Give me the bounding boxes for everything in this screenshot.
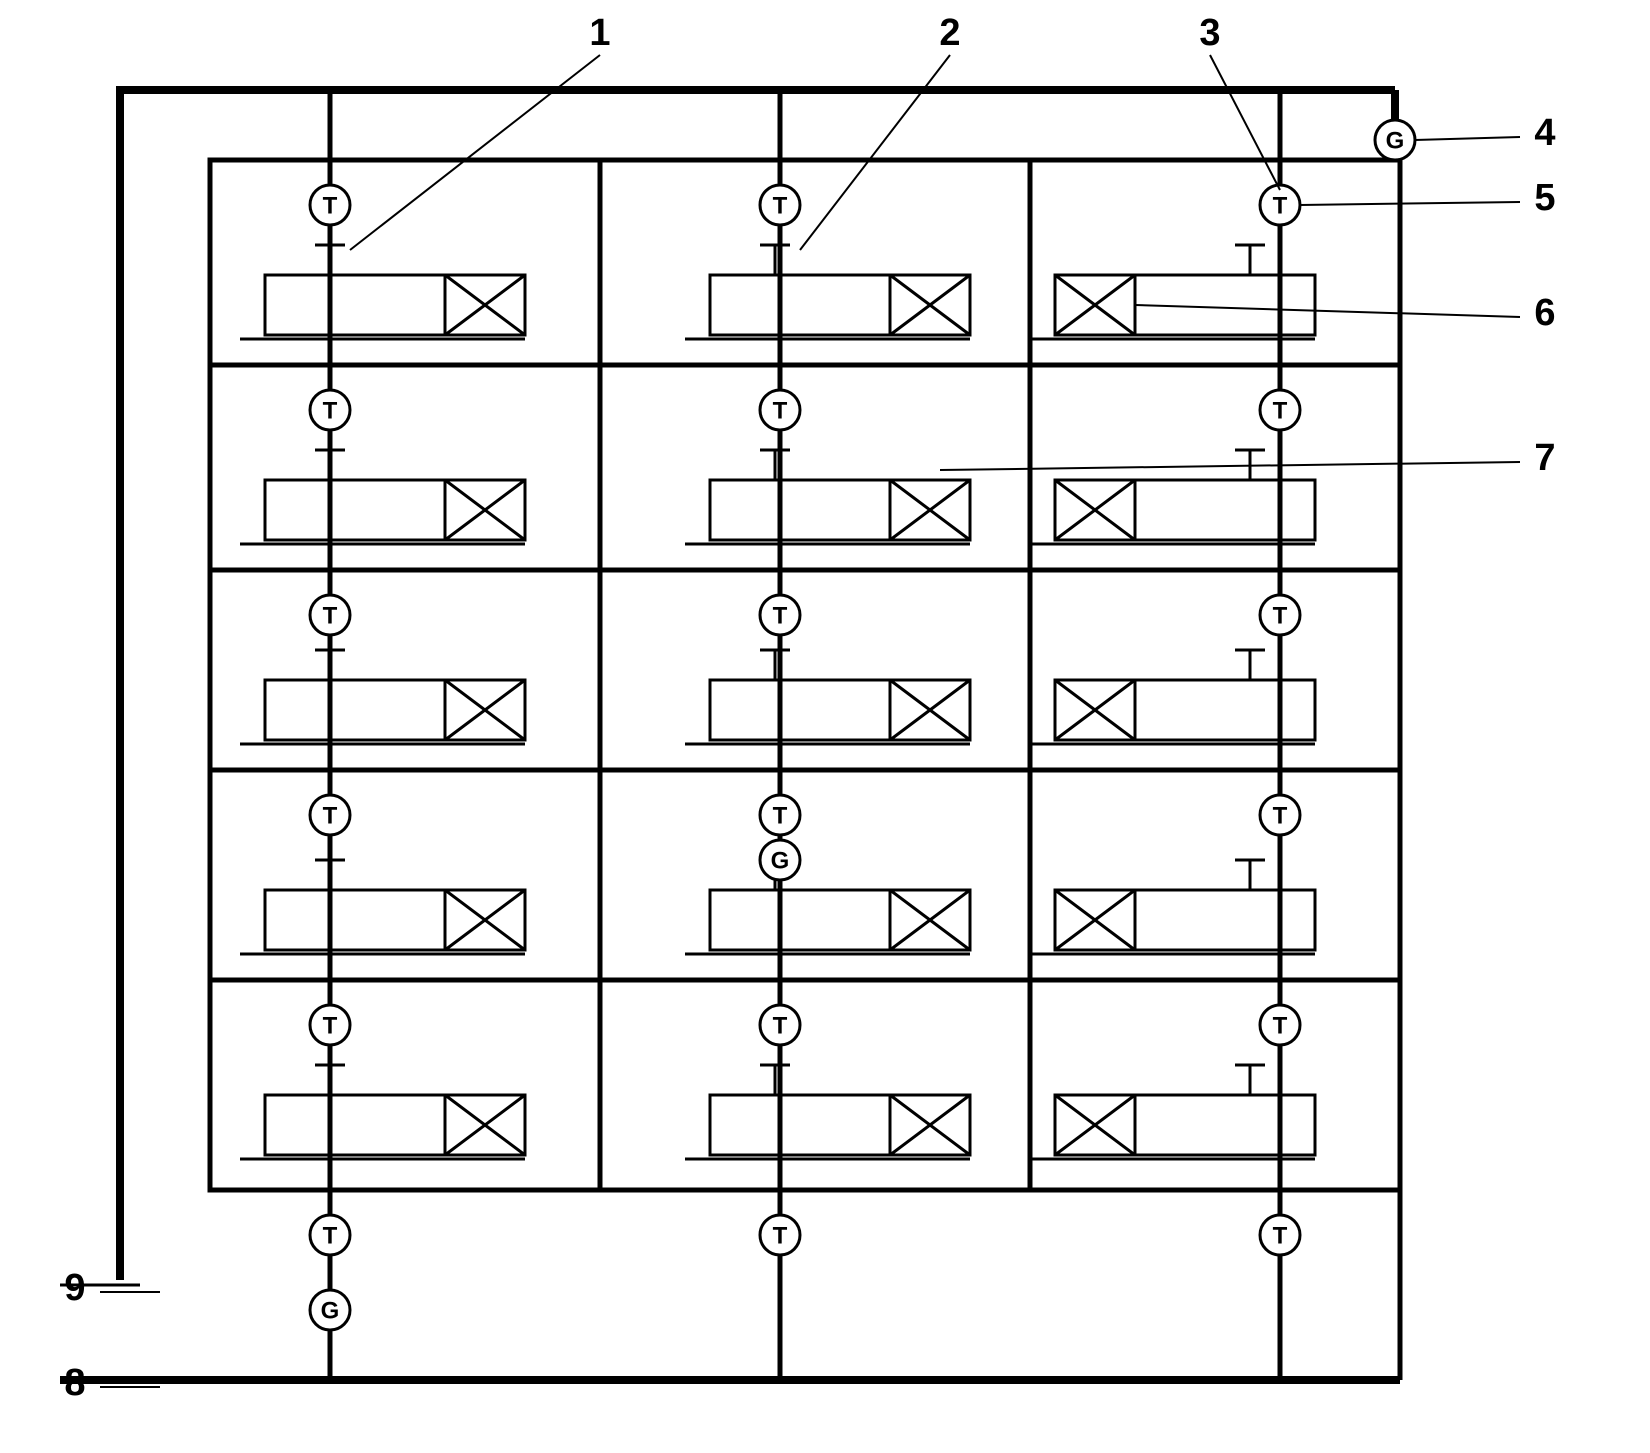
svg-text:T: T xyxy=(1273,193,1288,220)
svg-text:G: G xyxy=(1386,128,1405,155)
svg-text:T: T xyxy=(773,1223,788,1250)
svg-text:T: T xyxy=(323,193,338,220)
svg-text:T: T xyxy=(323,1223,338,1250)
svg-text:G: G xyxy=(771,848,790,875)
svg-text:1: 1 xyxy=(589,12,610,54)
svg-text:T: T xyxy=(1273,803,1288,830)
svg-text:T: T xyxy=(1273,1013,1288,1040)
svg-text:G: G xyxy=(321,1298,340,1325)
svg-text:T: T xyxy=(1273,1223,1288,1250)
svg-text:T: T xyxy=(323,603,338,630)
svg-text:9: 9 xyxy=(64,1267,85,1309)
svg-text:T: T xyxy=(323,398,338,425)
svg-text:T: T xyxy=(773,803,788,830)
svg-text:T: T xyxy=(323,803,338,830)
svg-text:T: T xyxy=(773,603,788,630)
schematic-diagram: TTTTTTTTTTTTTTTTTTGGG123456789 xyxy=(0,0,1650,1453)
svg-text:8: 8 xyxy=(64,1362,85,1404)
svg-text:T: T xyxy=(1273,398,1288,425)
svg-text:4: 4 xyxy=(1534,112,1555,154)
svg-text:T: T xyxy=(773,193,788,220)
svg-text:T: T xyxy=(773,398,788,425)
svg-text:2: 2 xyxy=(939,12,960,54)
svg-text:3: 3 xyxy=(1199,12,1220,54)
svg-text:T: T xyxy=(1273,603,1288,630)
svg-text:7: 7 xyxy=(1534,437,1555,479)
svg-text:T: T xyxy=(323,1013,338,1040)
svg-text:T: T xyxy=(773,1013,788,1040)
svg-text:6: 6 xyxy=(1534,292,1555,334)
svg-text:5: 5 xyxy=(1534,177,1555,219)
